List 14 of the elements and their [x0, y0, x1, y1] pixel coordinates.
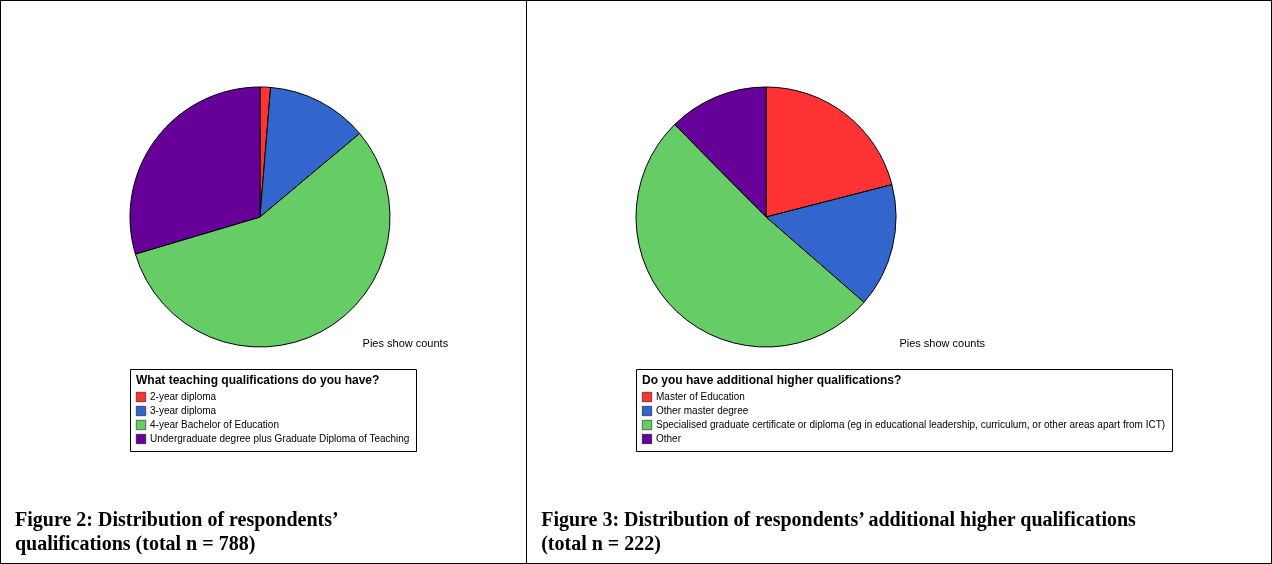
legend-label: Other master degree — [656, 405, 749, 416]
text: Pies show counts — [362, 337, 449, 349]
legend-label: Specialised graduate certificate or diploma (eg in educational leadership, curriculum, or other areas apart from ICT) — [656, 419, 1166, 430]
legend-label: Master of Education — [656, 391, 746, 402]
legend-label: 2-year diploma — [150, 391, 217, 402]
legend-label: 3-year diploma — [150, 405, 217, 416]
legend-label: Undergraduate degree plus Graduate Diploma of Teaching — [150, 433, 410, 444]
text: Pies show counts — [899, 337, 985, 349]
legend-title: What teaching qualifications do you have? — [136, 373, 380, 387]
legend-title: Do you have additional higher qualifications? — [642, 373, 902, 387]
legend-label: Other — [656, 433, 682, 444]
legend-label: 4-year Bachelor of Education — [150, 419, 279, 430]
caption: Figure 2: Distribution of respondents’ qualifications (total n = 788) — [15, 507, 339, 555]
caption: Figure 3: Distribution of respondents’ additional higher qualifications (total n = 222) — [541, 507, 1137, 555]
